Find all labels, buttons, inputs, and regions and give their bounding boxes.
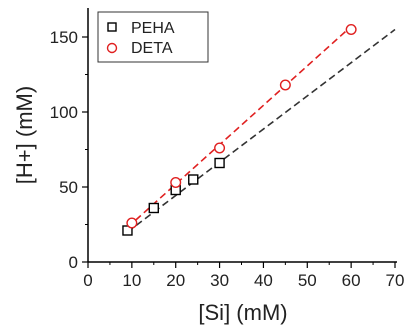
point-deta: [126, 217, 138, 229]
y-tick-label: 100: [50, 103, 78, 122]
legend-marker-peha: [107, 22, 117, 32]
point-peha: [214, 157, 225, 169]
point-deta: [279, 79, 291, 91]
legend-label-peha: PEHA: [131, 20, 175, 37]
point-deta: [345, 24, 357, 36]
legend: PEHA DETA: [97, 11, 209, 63]
y-tick-label: 50: [59, 178, 78, 197]
x-tick-label: 20: [166, 271, 185, 290]
legend-marker-deta: [106, 42, 118, 54]
x-tick-label: 30: [210, 271, 229, 290]
axes: [87, 8, 397, 263]
point-peha: [188, 174, 199, 185]
x-tick-label: 40: [254, 271, 273, 290]
data-points: [122, 24, 357, 236]
ticks: 0 10 20 30 40 50 60 70 0 50 100 150: [50, 28, 405, 290]
y-tick-label: 0: [69, 253, 78, 272]
x-tick-label: 70: [386, 271, 405, 290]
x-tick-label: 0: [83, 271, 92, 290]
legend-label-deta: DETA: [131, 40, 173, 57]
fit-lines: [126, 25, 396, 233]
point-deta: [170, 176, 182, 188]
x-axis-title: [Si] (mM): [198, 300, 287, 325]
point-deta: [214, 142, 226, 154]
y-axis-title: [H+] (mM): [12, 86, 37, 184]
point-peha: [148, 202, 159, 214]
y-tick-label: 150: [50, 28, 78, 47]
legend-box: [97, 11, 209, 63]
fit-line-deta: [126, 25, 352, 229]
fit-line-peha: [126, 28, 396, 233]
x-tick-label: 10: [122, 271, 141, 290]
x-tick-label: 50: [298, 271, 317, 290]
x-tick-label: 60: [342, 271, 361, 290]
